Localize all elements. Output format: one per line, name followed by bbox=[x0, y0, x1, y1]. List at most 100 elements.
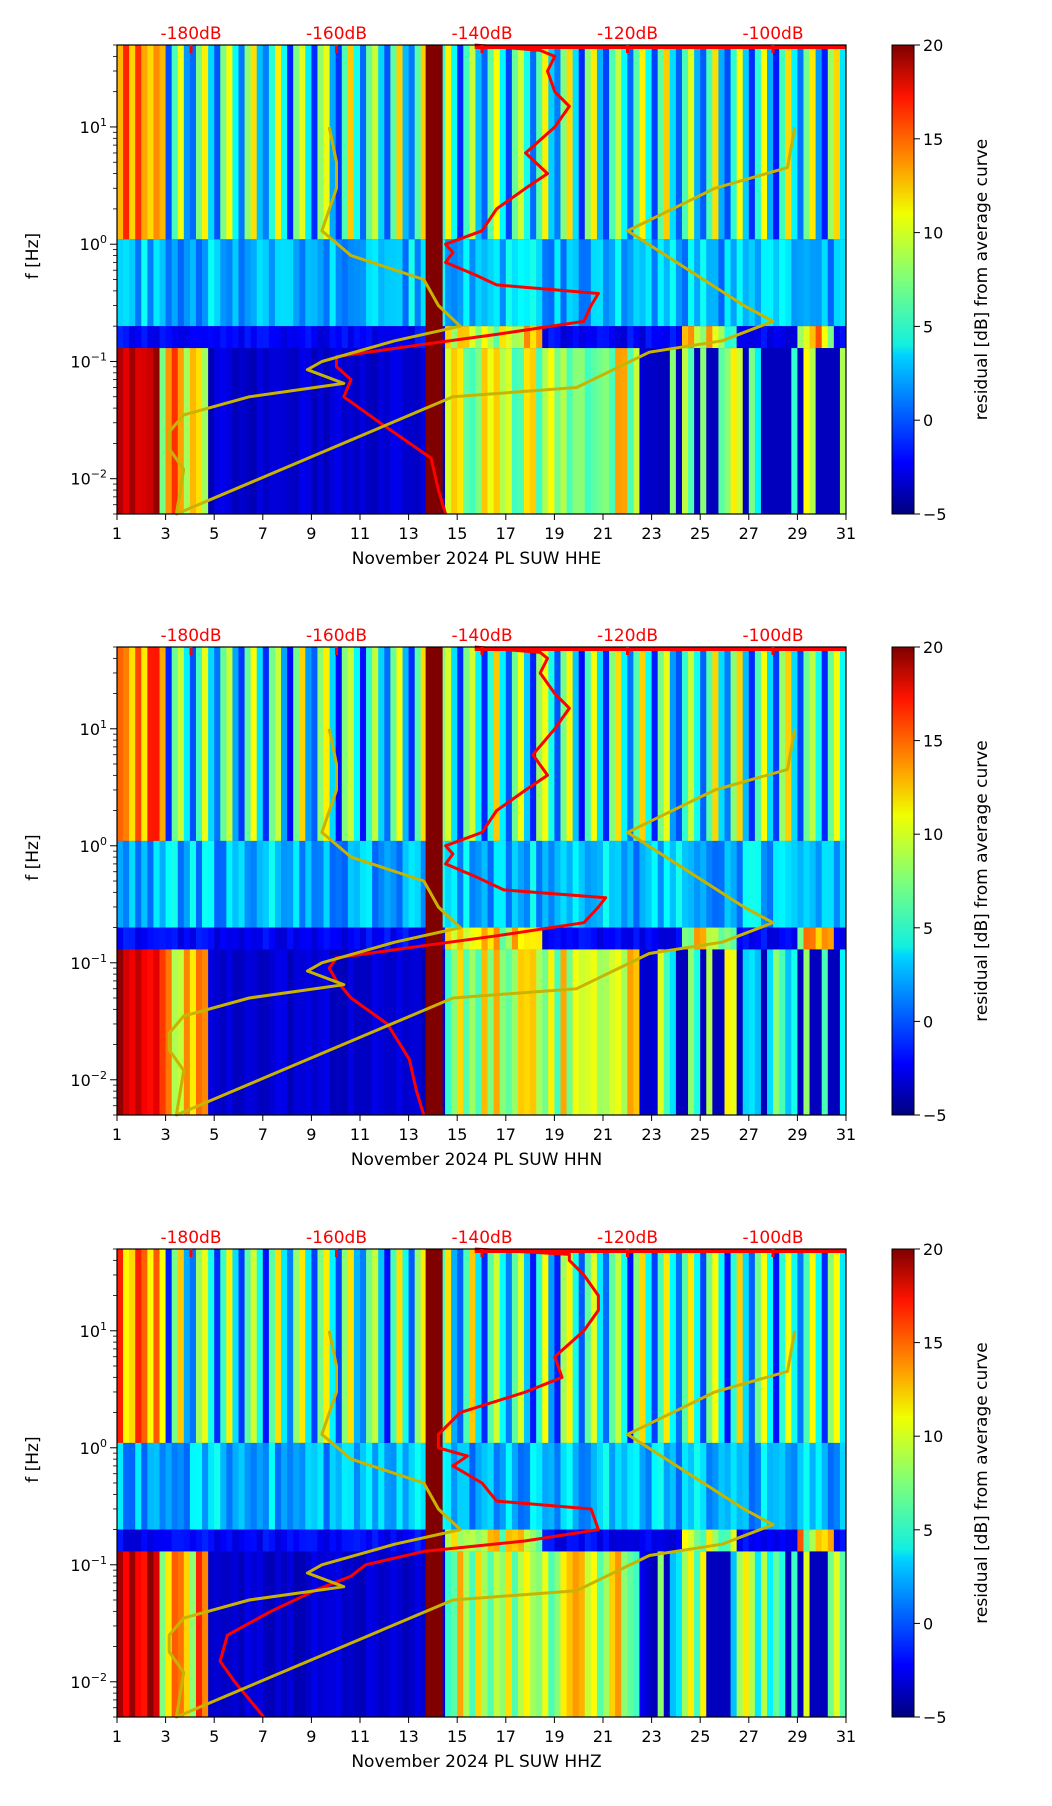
spectrogram-cell bbox=[742, 239, 750, 327]
spectrogram-cell bbox=[335, 1551, 343, 1717]
spectrogram-cell bbox=[347, 647, 355, 841]
spectrogram-cell bbox=[117, 927, 124, 950]
spectrogram-cell bbox=[123, 1529, 130, 1552]
spectrogram-cell bbox=[663, 949, 671, 1115]
spectrogram-cell bbox=[645, 45, 653, 240]
spectrogram-cell bbox=[353, 1529, 361, 1552]
spectrogram-cell bbox=[189, 348, 197, 514]
spectrogram-cell bbox=[609, 1249, 616, 1443]
spectrogram-cell bbox=[694, 348, 701, 514]
spectrogram-cell bbox=[584, 927, 592, 950]
spectrogram-cell bbox=[384, 45, 391, 240]
spectrogram-cell bbox=[639, 647, 647, 841]
spectrogram-cell bbox=[493, 647, 501, 841]
spectrogram-cell bbox=[360, 1442, 367, 1530]
spectrogram-cell bbox=[560, 1529, 568, 1552]
spectrogram-cell bbox=[785, 45, 792, 240]
spectrogram-cell bbox=[372, 45, 379, 240]
spectrogram-cell bbox=[596, 1249, 604, 1443]
spectrogram-cell bbox=[299, 348, 306, 514]
spectrogram-cell bbox=[177, 1529, 185, 1552]
spectrogram-cell bbox=[390, 927, 397, 950]
spectrogram-cell bbox=[621, 927, 628, 950]
spectrogram-cell bbox=[572, 647, 580, 841]
spectrogram-cell bbox=[815, 949, 823, 1115]
x-tick-label: 13 bbox=[398, 1125, 418, 1144]
spectrogram-cell bbox=[554, 1551, 561, 1717]
spectrogram-cell bbox=[281, 45, 288, 240]
spectrogram-cell bbox=[208, 348, 215, 514]
spectrogram-cell bbox=[299, 326, 306, 349]
spectrogram-cell bbox=[839, 927, 847, 950]
x-tick-label: 27 bbox=[739, 524, 759, 543]
spectrogram-cell bbox=[615, 1551, 622, 1717]
db-tick-label: -180dB bbox=[160, 626, 221, 646]
spectrogram-cell bbox=[268, 45, 276, 240]
spectrogram-cell bbox=[809, 45, 817, 240]
spectrogram-cell bbox=[718, 927, 725, 950]
spectrogram-cell bbox=[311, 1551, 318, 1717]
spectrogram-cell bbox=[305, 1249, 312, 1443]
noise-model-curve bbox=[167, 126, 797, 516]
spectrogram-cell bbox=[596, 1442, 604, 1530]
spectrogram-cell bbox=[153, 1442, 161, 1530]
spectrogram-cell bbox=[232, 239, 239, 327]
spectrogram-cell bbox=[250, 1442, 258, 1530]
spectrogram-cell bbox=[827, 1249, 835, 1443]
spectrogram-cell bbox=[159, 239, 167, 327]
spectrogram-cell bbox=[615, 1249, 622, 1443]
spectrogram-cell bbox=[609, 45, 616, 240]
spectrogram-cell bbox=[268, 647, 276, 841]
spectrogram-cell bbox=[524, 239, 531, 327]
spectrogram-cell bbox=[123, 348, 130, 514]
spectrogram-cell bbox=[657, 1529, 665, 1552]
spectrogram-cell bbox=[414, 647, 422, 841]
spectrogram-cell bbox=[256, 45, 264, 240]
spectrogram-cell bbox=[578, 239, 586, 327]
spectrogram-cell bbox=[779, 45, 786, 240]
spectrogram-cell bbox=[542, 927, 549, 950]
spectrogram-cell bbox=[159, 45, 167, 240]
spectrogram-cell bbox=[536, 1249, 543, 1443]
spectrogram-cell bbox=[451, 1551, 458, 1717]
spectrogram-cell bbox=[317, 949, 325, 1115]
spectrogram-cell bbox=[366, 647, 373, 841]
spectrogram-cell bbox=[517, 949, 525, 1115]
spectrogram-cell bbox=[378, 949, 385, 1115]
x-tick-label: 3 bbox=[161, 1727, 171, 1746]
y-tick-exponent: −2 bbox=[91, 1671, 107, 1684]
spectrogram-cell bbox=[256, 927, 264, 950]
spectrogram-cell bbox=[785, 949, 792, 1115]
y-tick-exponent: 1 bbox=[100, 1320, 107, 1333]
spectrogram-cell bbox=[408, 45, 416, 240]
spectrogram-cell bbox=[803, 927, 811, 950]
spectrogram-cell bbox=[681, 348, 689, 514]
spectrogram-cell bbox=[542, 840, 549, 928]
spectrogram-cell bbox=[560, 949, 568, 1115]
spectrogram-cell bbox=[681, 1551, 689, 1717]
spectrogram-cell bbox=[457, 927, 464, 950]
spectrogram-cell bbox=[226, 949, 233, 1115]
spectrogram-cell bbox=[639, 348, 647, 514]
spectrogram-cell bbox=[123, 1442, 130, 1530]
spectrogram-cell bbox=[797, 239, 804, 327]
x-tick-label: 29 bbox=[787, 1727, 807, 1746]
spectrogram-cell bbox=[299, 1551, 306, 1717]
spectrogram-cell bbox=[487, 1529, 495, 1552]
spectrogram-cell bbox=[189, 647, 197, 841]
spectrogram-cell bbox=[584, 1249, 592, 1443]
spectrogram-cell bbox=[839, 326, 847, 349]
spectrogram-cell bbox=[754, 1249, 762, 1443]
spectrogram-cell bbox=[183, 45, 191, 240]
spectrogram-cell bbox=[669, 326, 677, 349]
spectrogram-cell bbox=[748, 239, 756, 327]
spectrogram-cell bbox=[791, 1442, 798, 1530]
x-tick-label: 3 bbox=[161, 1125, 171, 1144]
spectrogram-cell bbox=[226, 45, 233, 240]
spectrogram-cell bbox=[402, 239, 410, 327]
spectrogram-cell bbox=[341, 1442, 349, 1530]
spectrogram-cell bbox=[341, 239, 349, 327]
spectrogram-cell bbox=[542, 326, 549, 349]
spectrogram-cell bbox=[530, 949, 537, 1115]
spectrogram-cell bbox=[274, 840, 282, 928]
